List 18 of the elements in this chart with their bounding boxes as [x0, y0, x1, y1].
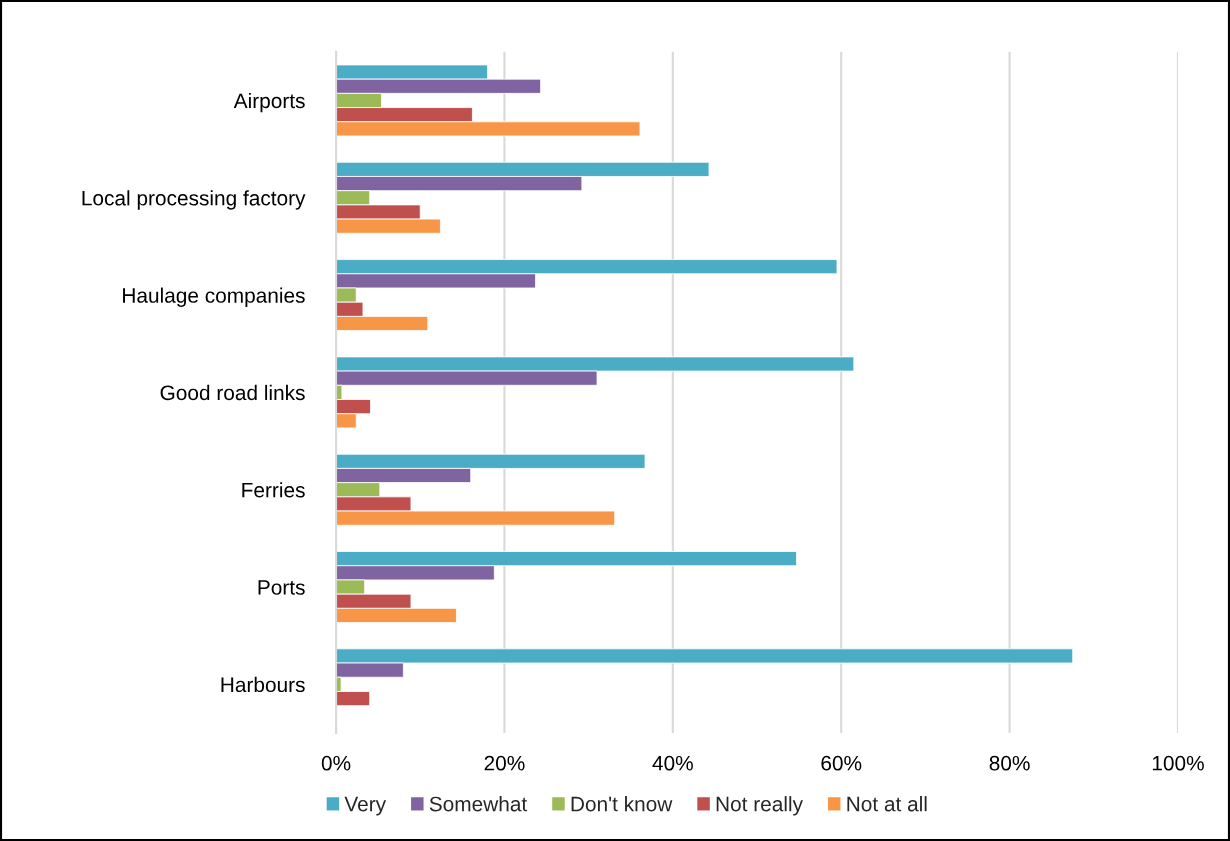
x-tick-label: 20%	[484, 755, 525, 771]
y-tick-label: Good road links	[160, 384, 305, 401]
y-tick-label: Haulage companies	[123, 287, 305, 307]
y-tick-label: Airports	[233, 92, 305, 113]
legend-label: Don't know	[571, 796, 673, 812]
x-tick-label: 100%	[1152, 755, 1204, 771]
legend-label: Somewhat	[429, 796, 528, 812]
x-tick-label: 60%	[821, 755, 862, 771]
y-tick-label: Ferries	[242, 482, 305, 498]
legend-label: Not really	[716, 796, 803, 816]
x-tick-label: 0%	[321, 755, 351, 771]
legend-label: Not at all	[847, 796, 927, 812]
x-tick-label: 40%	[652, 755, 693, 771]
y-tick-label: Local processing factory	[82, 190, 306, 210]
y-tick-label: Harbours	[221, 676, 305, 693]
legend-label: Very	[344, 796, 387, 816]
x-tick-label: 80%	[989, 755, 1030, 771]
y-tick-label: Ports	[258, 580, 305, 595]
